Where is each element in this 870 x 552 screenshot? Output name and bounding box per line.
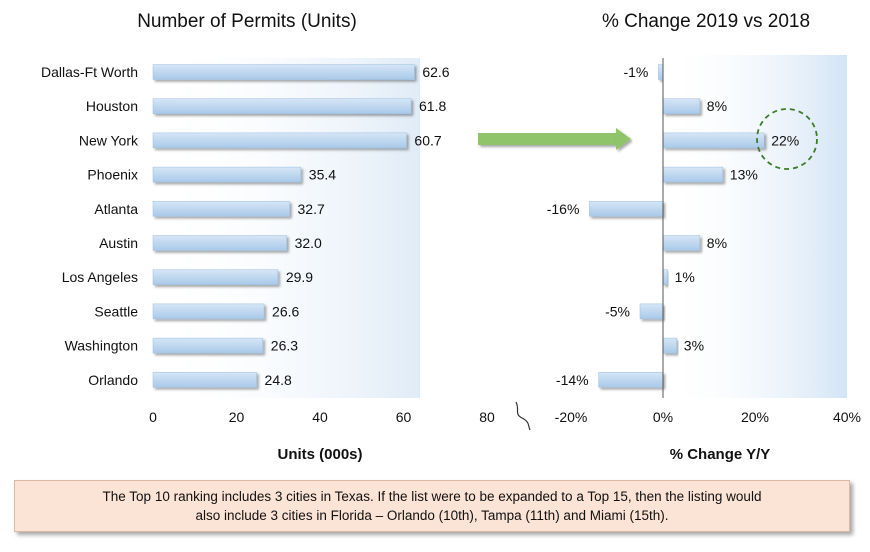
permits-bar [152,269,279,285]
change-value-label: 3% [684,338,704,354]
permits-value-label: 24.8 [265,372,292,388]
category-label: Phoenix [87,167,138,183]
category-label: Houston [86,98,138,114]
axis-break-mark [515,401,531,431]
change-bar [658,64,664,80]
left-x-tick-label: 20 [229,409,245,425]
permits-value-label: 60.7 [414,132,441,148]
permits-value-label: 29.9 [286,269,313,285]
left-x-tick-label: 40 [312,409,328,425]
permits-bar [152,235,287,251]
change-value-label: -14% [556,372,589,388]
left-x-tick-label: 80 [479,409,495,425]
right-x-axis-title: % Change Y/Y [670,446,771,463]
permits-bar [152,64,415,80]
category-label: Los Angeles [62,269,138,285]
change-value-label: 22% [771,132,799,148]
permits-bar [152,201,290,217]
permits-bar [152,337,264,354]
change-bar [662,98,701,114]
category-label: Washington [65,338,138,354]
change-value-label: -16% [547,201,580,217]
permits-value-label: 26.6 [272,303,299,319]
category-label: New York [79,132,139,148]
permits-bar [152,303,265,320]
change-value-label: 1% [675,269,695,285]
left-x-axis-title: Units (000s) [277,446,362,463]
permits-bar [152,372,257,388]
change-value-label: 8% [707,98,727,114]
right-x-tick-label: 20% [741,409,769,425]
change-bar [662,235,701,251]
permits-value-label: 62.6 [422,64,449,80]
category-label: Seattle [94,303,138,319]
left-x-tick-label: 0 [149,409,157,425]
permits-bar [152,98,412,114]
right-x-tick-label: 40% [833,409,861,425]
change-value-label: 13% [730,167,758,183]
change-bar [662,166,724,183]
footnote-line-1: The Top 10 ranking includes 3 cities in … [102,489,762,504]
permits-value-label: 35.4 [309,167,336,183]
left-x-tick-label: 60 [396,409,412,425]
right-x-tick-label: 0% [653,409,673,425]
left-chart-title: Number of Permits (Units) [137,11,357,32]
change-bar [589,201,664,217]
permits-value-label: 61.8 [419,98,446,114]
permits-bar [152,132,407,149]
footnote-box: The Top 10 ranking includes 3 cities in … [14,480,850,532]
category-label: Austin [99,235,138,251]
footnote-line-2: also include 3 cities in Florida – Orlan… [195,508,669,523]
change-bar [662,337,678,354]
permits-value-label: 32.7 [298,201,325,217]
highlight-circle [756,108,818,170]
change-value-label: -1% [623,64,648,80]
permits-value-label: 26.3 [271,338,298,354]
change-bar [662,132,765,149]
right-chart-title: % Change 2019 vs 2018 [602,11,810,32]
right-x-tick-label: -20% [555,409,588,425]
category-label: Atlanta [94,201,138,217]
change-bar [639,303,664,320]
highlight-arrow [478,128,631,150]
change-value-label: 8% [707,235,727,251]
permits-value-label: 32.0 [295,235,322,251]
change-value-label: -5% [605,303,630,319]
change-bar [662,269,668,285]
category-label: Dallas-Ft Worth [41,64,138,80]
category-label: Orlando [88,372,138,388]
change-bar [598,372,664,388]
permits-bar [152,166,302,183]
